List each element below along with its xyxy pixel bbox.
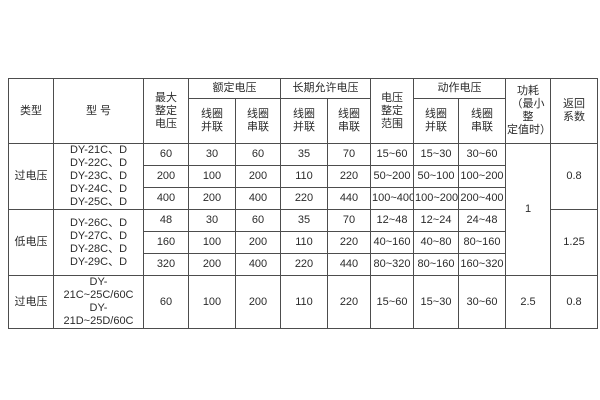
cell-longterm-parallel: 110	[280, 275, 328, 329]
cell-rated-parallel: 100	[188, 275, 236, 329]
cell-longterm-series: 220	[327, 165, 371, 188]
cell-longterm-series: 220	[327, 275, 371, 329]
cell-model: DY-21C~25C/60C DY-21D~25D/60C	[53, 275, 144, 329]
cell-max-setting-voltage: 400	[143, 187, 189, 210]
cell-type: 低电压	[8, 209, 54, 276]
cell-longterm-series: 220	[327, 231, 371, 254]
cell-longterm-series: 440	[327, 253, 371, 276]
table-row: 320 200 400 220 440 80~320 80~160 160~32…	[9, 253, 598, 276]
header-setting-range: 电压 整定 范围	[370, 78, 414, 144]
table-row: 400 200 400 220 440 100~400 100~200 200~…	[9, 187, 598, 210]
cell-setting-range: 15~60	[370, 143, 414, 166]
cell-return-coeff: 0.8	[550, 275, 598, 329]
cell-type: 过电压	[8, 143, 54, 210]
header-power: 功耗 （最小整 定值时）	[505, 78, 551, 144]
cell-longterm-parallel: 35	[280, 143, 328, 166]
header-operate-voltage: 动作电压	[413, 78, 506, 99]
cell-rated-series: 400	[235, 187, 281, 210]
cell-max-setting-voltage: 160	[143, 231, 189, 254]
cell-operate-parallel: 80~160	[413, 253, 459, 276]
cell-type: 过电压	[8, 275, 54, 329]
cell-rated-parallel: 30	[188, 209, 236, 232]
cell-longterm-parallel: 220	[280, 187, 328, 210]
cell-operate-parallel: 15~30	[413, 275, 459, 329]
cell-rated-parallel: 200	[188, 187, 236, 210]
cell-setting-range: 80~320	[370, 253, 414, 276]
cell-return-coeff: 1.25	[550, 209, 598, 276]
cell-operate-parallel: 100~200	[413, 187, 459, 210]
cell-rated-parallel: 30	[188, 143, 236, 166]
cell-power: 2.5	[505, 275, 551, 329]
header-coil-parallel: 线圈 并联	[188, 98, 236, 144]
cell-rated-series: 200	[235, 165, 281, 188]
cell-rated-parallel: 200	[188, 253, 236, 276]
cell-max-setting-voltage: 60	[143, 143, 189, 166]
table-row: 低电压 DY-26C、D DY-27C、D DY-28C、D DY-29C、D …	[8, 209, 598, 276]
header-coil-parallel: 线圈 并联	[280, 98, 328, 144]
cell-max-setting-voltage: 60	[143, 275, 189, 329]
cell-rated-parallel: 100	[188, 231, 236, 254]
cell-longterm-series: 70	[327, 209, 371, 232]
cell-rated-series: 200	[235, 231, 281, 254]
cell-rated-parallel: 100	[188, 165, 236, 188]
cell-setting-range: 100~400	[370, 187, 414, 210]
table-row: 过电压 DY-21C、D DY-22C、D DY-23C、D DY-24C、D …	[8, 143, 598, 276]
cell-rated-series: 60	[235, 209, 281, 232]
cell-operate-parallel: 12~24	[413, 209, 459, 232]
cell-longterm-parallel: 110	[280, 231, 328, 254]
cell-setting-range: 40~160	[370, 231, 414, 254]
header-max-setting-voltage: 最大 整定 电压	[143, 78, 189, 144]
header-type: 类型	[8, 78, 54, 144]
cell-operate-series: 160~320	[458, 253, 506, 276]
cell-rated-series: 200	[235, 275, 281, 329]
cell-longterm-parallel: 110	[280, 165, 328, 188]
cell-max-setting-voltage: 320	[143, 253, 189, 276]
cell-setting-range: 12~48	[370, 209, 414, 232]
cell-model: DY-26C、D DY-27C、D DY-28C、D DY-29C、D	[53, 209, 144, 276]
table-row: 过电压 DY-21C~25C/60C DY-21D~25D/60C 60 100…	[8, 275, 598, 329]
cell-setting-range: 15~60	[370, 275, 414, 329]
cell-max-setting-voltage: 48	[143, 209, 189, 232]
cell-rated-series: 60	[235, 143, 281, 166]
cell-operate-series: 30~60	[458, 143, 506, 166]
header-coil-series: 线圈 串联	[235, 98, 281, 144]
cell-operate-series: 100~200	[458, 165, 506, 188]
header-coil-series: 线圈 串联	[458, 98, 506, 144]
cell-operate-parallel: 40~80	[413, 231, 459, 254]
cell-longterm-series: 70	[327, 143, 371, 166]
table-row: 200 100 200 110 220 50~200 50~100 100~20…	[9, 165, 598, 188]
cell-max-setting-voltage: 200	[143, 165, 189, 188]
header-return-coeff: 返回 系数	[550, 78, 598, 144]
cell-operate-series: 30~60	[458, 275, 506, 329]
header-coil-series: 线圈 串联	[327, 98, 371, 144]
header-coil-parallel: 线圈 并联	[413, 98, 459, 144]
header-longterm-voltage: 长期允许电压	[280, 78, 371, 99]
cell-operate-parallel: 15~30	[413, 143, 459, 166]
cell-operate-parallel: 50~100	[413, 165, 459, 188]
cell-power: 1	[505, 143, 551, 276]
cell-rated-series: 400	[235, 253, 281, 276]
cell-model: DY-21C、D DY-22C、D DY-23C、D DY-24C、D DY-2…	[53, 143, 144, 210]
header-rated-voltage: 额定电压	[188, 78, 281, 99]
cell-operate-series: 200~400	[458, 187, 506, 210]
spec-table: 类型 型 号 最大 整定 电压 额定电压 长期允许电压 电压 整定 范围 动作电…	[8, 78, 598, 329]
cell-longterm-parallel: 220	[280, 253, 328, 276]
cell-return-coeff: 0.8	[550, 143, 598, 210]
cell-setting-range: 50~200	[370, 165, 414, 188]
cell-operate-series: 80~160	[458, 231, 506, 254]
cell-longterm-parallel: 35	[280, 209, 328, 232]
cell-operate-series: 24~48	[458, 209, 506, 232]
header-model: 型 号	[53, 78, 144, 144]
cell-longterm-series: 440	[327, 187, 371, 210]
